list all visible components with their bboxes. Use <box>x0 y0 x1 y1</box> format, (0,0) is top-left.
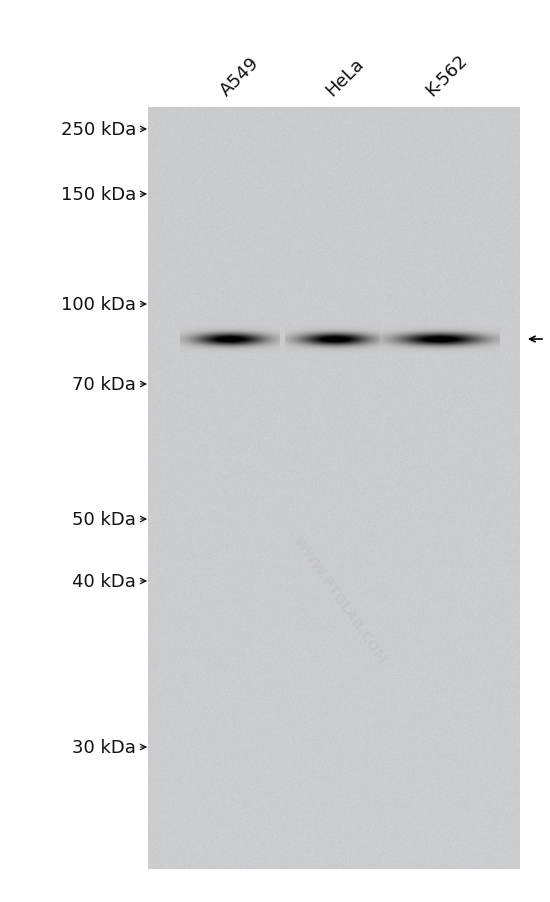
Text: K-562: K-562 <box>422 51 471 100</box>
Text: WWW.PTGLAB.COM: WWW.PTGLAB.COM <box>290 533 389 666</box>
Text: HeLa: HeLa <box>322 55 367 100</box>
Text: 70 kDa: 70 kDa <box>72 375 136 393</box>
Text: 40 kDa: 40 kDa <box>72 573 136 590</box>
Text: 250 kDa: 250 kDa <box>60 121 136 139</box>
Text: 50 kDa: 50 kDa <box>72 511 136 529</box>
Text: 150 kDa: 150 kDa <box>60 186 136 204</box>
Text: 100 kDa: 100 kDa <box>61 296 136 314</box>
Text: 30 kDa: 30 kDa <box>72 738 136 756</box>
Text: A549: A549 <box>217 54 263 100</box>
